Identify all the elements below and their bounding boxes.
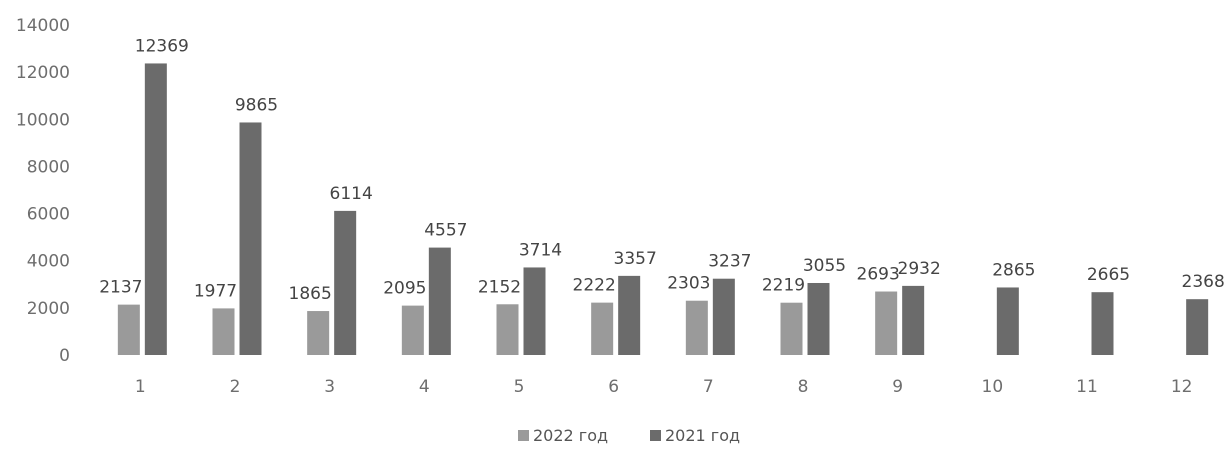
x-tick-label: 8 (798, 377, 809, 397)
x-tick-label: 3 (324, 377, 335, 397)
bar-series-1 (117, 304, 140, 355)
bar-series-2 (239, 122, 262, 355)
bar-series-2 (144, 63, 167, 355)
data-label: 3357 (614, 249, 657, 269)
bar-series-2 (428, 247, 451, 355)
bar-series-1 (591, 302, 614, 355)
x-tick-label: 2 (230, 377, 241, 397)
legend: 2022 год 2021 год (518, 426, 740, 445)
x-tick-label: 1 (135, 377, 146, 397)
bar-series-1 (685, 300, 708, 355)
data-label: 3055 (803, 256, 846, 276)
bar-series-2 (712, 278, 735, 355)
bar-series-2 (902, 285, 925, 355)
data-label: 6114 (330, 184, 373, 204)
bar-series-1 (780, 302, 803, 355)
data-label: 2368 (1182, 272, 1225, 292)
bar-series-1 (875, 291, 898, 355)
bar-series-2 (1091, 292, 1114, 355)
legend-label: 2021 год (665, 426, 740, 445)
data-label: 2693 (857, 265, 900, 285)
data-label: 9865 (235, 95, 278, 115)
x-tick-label: 12 (1171, 377, 1193, 397)
x-tick-label: 10 (982, 377, 1004, 397)
y-axis: 0 2000 4000 6000 8000 10000 12000 14000 (16, 16, 70, 366)
data-label: 3714 (519, 240, 562, 260)
bar-series-1 (212, 308, 235, 355)
bar-series-2 (334, 210, 357, 355)
data-label: 2137 (99, 278, 142, 298)
bar-series-2 (1186, 299, 1209, 355)
x-tick-label: 5 (514, 377, 525, 397)
bar-series-2 (807, 282, 830, 355)
y-tick-label: 10000 (16, 110, 70, 130)
data-label: 4557 (424, 221, 467, 241)
legend-swatch (518, 430, 529, 441)
bar-series-2 (996, 287, 1019, 355)
y-tick-label: 0 (59, 346, 70, 366)
y-tick-label: 4000 (27, 252, 70, 272)
data-label: 1977 (194, 281, 237, 301)
bar-series-2 (523, 267, 546, 355)
data-label: 3237 (708, 252, 751, 272)
data-labels: 2137 12369 1977 9865 1865 6114 2095 4557 2152 371… (99, 36, 1225, 304)
data-label: 12369 (135, 36, 189, 56)
data-label: 2222 (573, 276, 616, 296)
bar-series-1 (307, 311, 330, 355)
data-label: 2932 (898, 259, 941, 279)
x-tick-label: 11 (1076, 377, 1098, 397)
x-tick-label: 4 (419, 377, 430, 397)
y-tick-label: 2000 (27, 299, 70, 319)
x-tick-label: 6 (608, 377, 619, 397)
data-label: 2152 (478, 277, 521, 297)
y-tick-label: 6000 (27, 205, 70, 225)
y-tick-label: 12000 (16, 63, 70, 83)
legend-swatch (650, 430, 661, 441)
y-tick-label: 14000 (16, 16, 70, 36)
x-tick-label: 9 (892, 377, 903, 397)
data-label: 1865 (289, 284, 332, 304)
legend-label: 2022 год (533, 426, 608, 445)
bar-series-1 (496, 304, 519, 355)
data-label: 2095 (383, 279, 426, 299)
data-label: 2665 (1087, 265, 1130, 285)
bar-series-1 (401, 305, 424, 355)
bar-series-2 (618, 275, 641, 355)
data-label: 2303 (667, 274, 710, 294)
data-label: 2865 (992, 260, 1035, 280)
x-tick-label: 7 (703, 377, 714, 397)
y-tick-label: 8000 (27, 157, 70, 177)
x-axis: 1 2 3 4 5 6 7 8 9 10 11 12 (135, 377, 1193, 397)
data-label: 2219 (762, 276, 805, 296)
bars (117, 63, 1209, 355)
